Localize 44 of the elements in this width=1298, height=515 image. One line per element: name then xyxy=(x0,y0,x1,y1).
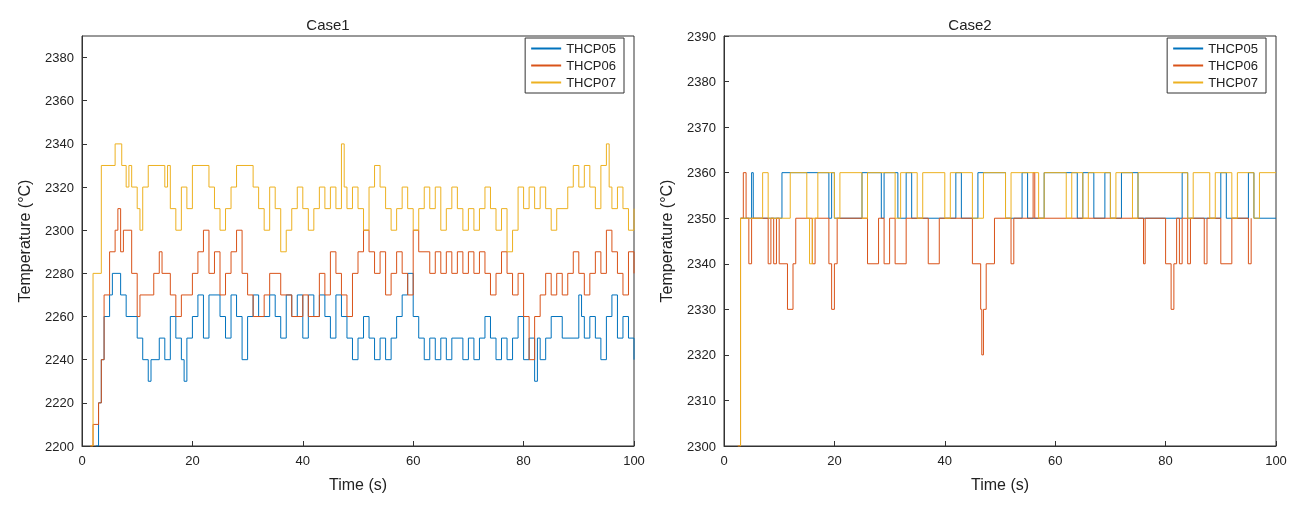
y-tick-label: 2370 xyxy=(687,119,716,135)
y-tick-label: 2350 xyxy=(687,210,716,226)
y-tick-label: 2380 xyxy=(687,74,716,90)
chart-title: Case2 xyxy=(948,16,992,33)
x-tick-label: 80 xyxy=(516,453,531,468)
y-tick-label: 2360 xyxy=(45,93,74,109)
x-axis-title: Time (s) xyxy=(328,475,388,493)
y-tick-label: 2380 xyxy=(45,50,74,66)
y-tick-label: 2200 xyxy=(45,438,74,454)
legend-label: THCP07 xyxy=(566,75,617,90)
y-tick-label: 2340 xyxy=(45,136,74,152)
y-tick-label: 2240 xyxy=(45,352,74,368)
x-tick-label: 0 xyxy=(78,453,86,468)
x-tick-label: 20 xyxy=(827,453,842,468)
x-tick-label: 100 xyxy=(1265,453,1287,468)
x-tick-label: 0 xyxy=(720,453,728,468)
y-tick-label: 2360 xyxy=(687,165,716,181)
y-tick-label: 2390 xyxy=(687,28,716,44)
legend-label: THCP05 xyxy=(566,41,617,56)
y-tick-label: 2300 xyxy=(45,222,74,238)
y-tick-label: 2220 xyxy=(45,395,74,411)
x-tick-label: 20 xyxy=(185,453,200,468)
legend-label: THCP06 xyxy=(1208,58,1259,73)
y-tick-label: 2330 xyxy=(687,301,716,317)
x-tick-label: 60 xyxy=(405,453,421,468)
y-tick-label: 2260 xyxy=(45,309,74,325)
legend-label: THCP05 xyxy=(1208,41,1259,56)
y-tick-label: 2320 xyxy=(45,179,74,195)
x-tick-label: 80 xyxy=(1158,453,1173,468)
x-tick-label: 40 xyxy=(295,453,311,468)
legend-label: THCP07 xyxy=(1208,75,1259,90)
y-tick-label: 2340 xyxy=(687,256,716,272)
y-tick-label: 2310 xyxy=(687,392,716,408)
x-tick-label: 40 xyxy=(937,453,953,468)
y-axis-title: Temperature (°C) xyxy=(657,179,675,303)
chart-title: Case1 xyxy=(306,16,350,33)
legend-label: THCP06 xyxy=(566,58,617,73)
y-tick-label: 2280 xyxy=(45,265,74,281)
y-tick-label: 2300 xyxy=(687,438,716,454)
x-tick-label: 60 xyxy=(1047,453,1063,468)
x-tick-label: 100 xyxy=(623,453,645,468)
x-axis-title: Time (s) xyxy=(970,475,1030,493)
y-axis-title: Temperature (°C) xyxy=(15,179,33,303)
y-tick-label: 2320 xyxy=(687,347,716,363)
